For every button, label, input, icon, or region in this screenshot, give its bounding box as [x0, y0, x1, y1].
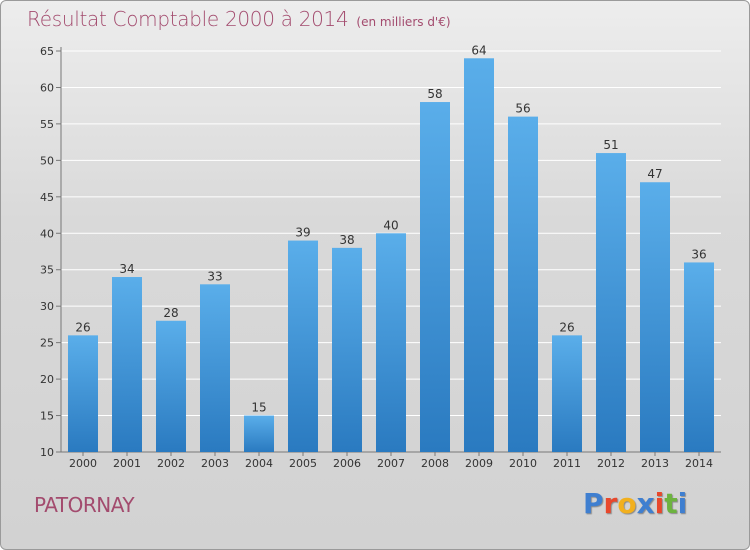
x-tick-label: 2012	[597, 457, 625, 470]
x-tick-label: 2006	[333, 457, 361, 470]
bar	[156, 320, 186, 452]
bar	[332, 247, 362, 452]
x-tick-label: 2014	[685, 457, 713, 470]
proxiti-logo: Proxiti	[583, 487, 687, 520]
x-tick-label: 2001	[113, 457, 141, 470]
data-label: 47	[647, 167, 662, 181]
town-name: PATORNAY	[34, 493, 135, 517]
x-tick-label: 2005	[289, 457, 317, 470]
data-label: 58	[427, 87, 442, 101]
data-label: 34	[119, 262, 134, 276]
data-label: 38	[339, 233, 354, 247]
y-tick-label: 20	[40, 373, 54, 386]
bar	[684, 262, 714, 452]
chart-unit: (en milliers d'€)	[356, 15, 451, 29]
data-label: 15	[251, 401, 266, 415]
logo-letter: i	[654, 487, 665, 520]
x-tick-label: 2008	[421, 457, 449, 470]
y-tick-label: 35	[40, 264, 54, 277]
y-tick-label: 65	[40, 45, 54, 58]
data-label: 51	[603, 138, 618, 152]
bar	[508, 116, 538, 453]
x-tick-label: 2000	[69, 457, 97, 470]
y-tick-label: 10	[40, 446, 54, 459]
bar	[112, 277, 142, 452]
bar	[420, 102, 450, 452]
bar	[552, 335, 582, 452]
y-tick-label: 40	[40, 227, 54, 240]
labels: 10 15 20 25 30 35 40 45 50 55 60 65 26 2000 34 2001 28 20…	[40, 43, 713, 470]
x-tick-label: 2009	[465, 457, 493, 470]
y-tick-label: 60	[40, 81, 54, 94]
bar	[596, 153, 626, 452]
y-tick-label: 50	[40, 154, 54, 167]
logo-letter: x	[636, 487, 655, 520]
x-tick-label: 2002	[157, 457, 185, 470]
x-tick-label: 2003	[201, 457, 229, 470]
bar	[244, 415, 274, 452]
data-label: 40	[383, 218, 398, 232]
x-tick-label: 2007	[377, 457, 405, 470]
y-tick-label: 15	[40, 410, 54, 423]
bar	[376, 233, 406, 452]
x-tick-label: 2010	[509, 457, 537, 470]
x-tick-label: 2013	[641, 457, 669, 470]
x-tick-label: 2004	[245, 457, 273, 470]
bar	[464, 58, 494, 453]
bar	[68, 335, 98, 452]
data-label: 26	[75, 320, 90, 334]
y-tick-label: 30	[40, 300, 54, 313]
data-label: 33	[207, 269, 222, 283]
y-tick-label: 55	[40, 118, 54, 131]
bars	[68, 58, 714, 453]
bar	[640, 182, 670, 452]
logo-letter: P	[583, 487, 604, 520]
logo-letter: t	[664, 487, 678, 520]
logo-letter: o	[617, 487, 637, 520]
x-tick-label: 2011	[553, 457, 581, 470]
data-label: 56	[515, 102, 530, 116]
data-label: 28	[163, 306, 178, 320]
y-tick-label: 45	[40, 191, 54, 204]
bar	[200, 284, 230, 452]
logo-letter: i	[677, 487, 688, 520]
data-label: 26	[559, 320, 574, 334]
chart-title: Résultat Comptable 2000 à 2014	[27, 7, 349, 31]
data-label: 39	[295, 226, 310, 240]
chart-title-block: Résultat Comptable 2000 à 2014 (en millie…	[27, 7, 451, 31]
data-label: 36	[691, 247, 706, 261]
y-tick-label: 25	[40, 337, 54, 350]
logo-letter: r	[603, 487, 618, 520]
data-label: 64	[471, 43, 486, 57]
bar	[288, 240, 318, 452]
